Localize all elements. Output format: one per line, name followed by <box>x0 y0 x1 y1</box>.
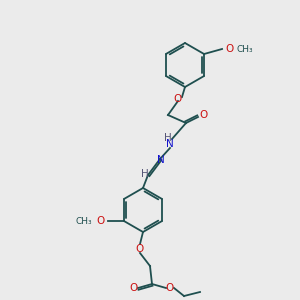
Text: O: O <box>97 216 105 226</box>
Text: O: O <box>225 44 233 54</box>
Text: N: N <box>166 139 174 149</box>
Text: CH₃: CH₃ <box>75 217 92 226</box>
Text: O: O <box>136 244 144 254</box>
Text: H: H <box>164 133 172 143</box>
Text: CH₃: CH₃ <box>236 44 253 53</box>
Text: O: O <box>199 110 207 120</box>
Text: O: O <box>129 283 137 293</box>
Text: O: O <box>166 283 174 293</box>
Text: H: H <box>141 169 149 179</box>
Text: O: O <box>174 94 182 104</box>
Text: N: N <box>157 155 165 165</box>
